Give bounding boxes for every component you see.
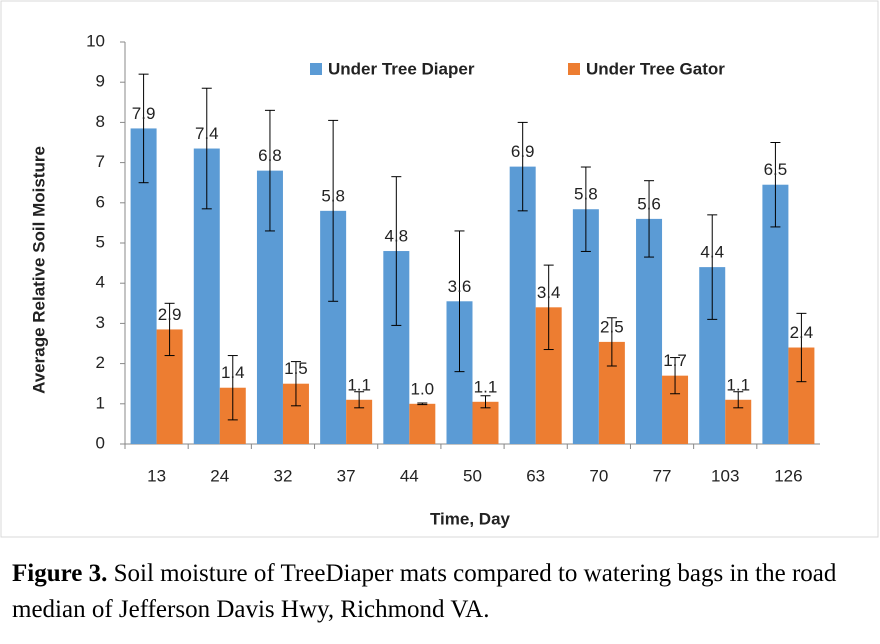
- y-tick-label: 9: [96, 72, 105, 91]
- data-label: 1.0: [410, 379, 434, 398]
- data-label: 6.5: [764, 160, 788, 179]
- data-label: 1.1: [347, 375, 371, 394]
- y-tick-label: 6: [96, 192, 105, 211]
- data-label: 3.4: [537, 283, 561, 302]
- data-label: 7.4: [195, 124, 219, 143]
- data-label: 1.1: [474, 377, 498, 396]
- x-tick-label: 126: [774, 466, 802, 485]
- chart: Time, Day Average Relative Soil Moisture…: [0, 0, 879, 538]
- legend-swatch: [568, 63, 580, 75]
- y-tick-label: 4: [96, 273, 105, 292]
- caption-label: Figure 3.: [12, 560, 108, 587]
- data-label: 1.1: [726, 375, 750, 394]
- x-tick-label: 44: [400, 466, 419, 485]
- x-tick-label: 70: [589, 466, 608, 485]
- bar: [409, 403, 436, 444]
- data-label: 2.9: [158, 305, 182, 324]
- data-label: 1.7: [663, 351, 687, 370]
- y-tick-label: 5: [96, 232, 105, 251]
- legend-label: Under Tree Diaper: [328, 59, 475, 78]
- y-axis-label: Average Relative Soil Moisture: [29, 146, 48, 394]
- x-tick-label: 32: [273, 466, 292, 485]
- y-tick-label: 10: [86, 31, 105, 50]
- y-tick-label: 3: [96, 313, 105, 332]
- x-tick-label: 13: [147, 466, 166, 485]
- y-tick-label: 1: [96, 393, 105, 412]
- x-tick-label: 37: [337, 466, 356, 485]
- y-tick-label: 0: [96, 433, 105, 452]
- chart-border: [0, 0, 879, 538]
- x-tick-label: 24: [210, 466, 229, 485]
- data-label: 2.5: [600, 317, 624, 336]
- legend-swatch: [310, 63, 322, 75]
- x-tick-label: 63: [526, 466, 545, 485]
- bar: [509, 166, 536, 444]
- y-tick-label: 2: [96, 353, 105, 372]
- legend-label: Under Tree Gator: [586, 59, 725, 78]
- data-label: 4.8: [384, 227, 408, 246]
- data-label: 3.6: [448, 277, 472, 296]
- x-tick-label: 50: [463, 466, 482, 485]
- data-label: 5.8: [574, 185, 598, 204]
- data-label: 1.5: [284, 359, 308, 378]
- x-axis-label: Time, Day: [430, 509, 511, 528]
- data-label: 6.8: [258, 146, 282, 165]
- data-label: 5.8: [321, 186, 345, 205]
- y-tick-label: 7: [96, 152, 105, 171]
- data-label: 1.4: [221, 363, 245, 382]
- bar: [762, 184, 789, 444]
- data-label: 7.9: [132, 104, 156, 123]
- data-label: 5.6: [637, 194, 661, 213]
- data-label: 4.4: [700, 243, 724, 262]
- y-tick-label: 8: [96, 112, 105, 131]
- data-label: 2.4: [790, 323, 814, 342]
- bar: [472, 401, 499, 444]
- x-tick-label: 77: [653, 466, 672, 485]
- data-label: 6.9: [511, 142, 535, 161]
- caption-text: Soil moisture of TreeDiaper mats compare…: [12, 560, 837, 623]
- x-tick-label: 103: [711, 466, 739, 485]
- caption: Figure 3. Soil moisture of TreeDiaper ma…: [12, 556, 874, 628]
